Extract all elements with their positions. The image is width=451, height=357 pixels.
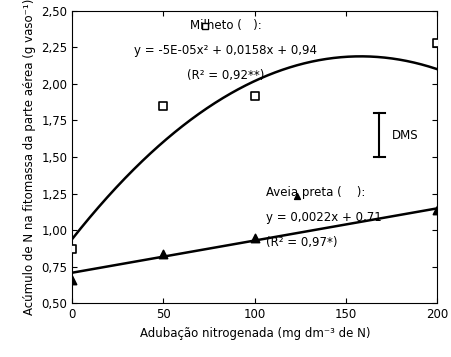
Point	[69, 246, 76, 252]
Point	[69, 277, 76, 283]
X-axis label: Adubação nitrogenada (mg dm⁻³ de N): Adubação nitrogenada (mg dm⁻³ de N)	[139, 327, 370, 340]
Point	[69, 320, 77, 326]
Text: (R² = 0,97*): (R² = 0,97*)	[266, 236, 337, 249]
Point	[251, 93, 258, 99]
Y-axis label: Acúmulo de N na fitomassa da parte aérea (g vaso⁻¹): Acúmulo de N na fitomassa da parte aérea…	[23, 0, 36, 315]
Point	[160, 103, 167, 109]
Point	[434, 40, 441, 46]
Point	[434, 207, 441, 213]
Point	[160, 251, 167, 257]
Text: Aveia preta (    ):: Aveia preta ( ):	[266, 186, 365, 199]
Text: (R² = 0,92**): (R² = 0,92**)	[187, 69, 264, 82]
Text: y = 0,0022x + 0,71: y = 0,0022x + 0,71	[266, 211, 382, 224]
Text: DMS: DMS	[392, 129, 419, 142]
Point	[69, 235, 76, 241]
Point	[251, 235, 258, 241]
Text: Milheto (   ):: Milheto ( ):	[190, 20, 262, 32]
Text: y = -5E-05x² + 0,0158x + 0,94: y = -5E-05x² + 0,0158x + 0,94	[134, 44, 317, 57]
